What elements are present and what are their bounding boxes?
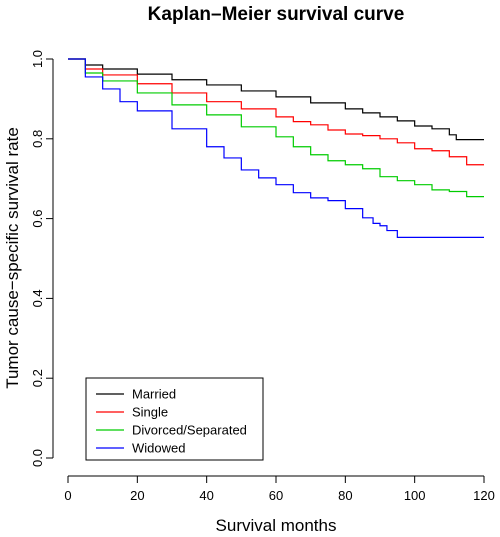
x-axis-label: Survival months — [216, 516, 337, 535]
y-axis-ticks: 0.0 0.2 0.4 0.6 0.8 1.0 — [30, 50, 53, 467]
y-tick-label: 0.8 — [30, 130, 45, 148]
x-tick-label: 0 — [64, 488, 71, 503]
series-line-divorced-separated — [68, 58, 484, 198]
y-tick-label: 0.2 — [30, 369, 45, 387]
x-tick-label: 60 — [269, 488, 283, 503]
legend-label-divorced-separated: Divorced/Separated — [132, 423, 247, 438]
y-tick-label: 0.6 — [30, 210, 45, 228]
legend-box — [85, 377, 264, 461]
y-tick-label: 1.0 — [30, 50, 45, 68]
legend-label-married: Married — [132, 387, 176, 402]
series-layer — [68, 58, 484, 238]
legend-label-single: Single — [132, 405, 168, 420]
y-tick-label: 0.0 — [30, 449, 45, 467]
x-tick-label: 20 — [130, 488, 144, 503]
x-tick-label: 120 — [473, 488, 495, 503]
legend-label-widowed: Widowed — [132, 441, 185, 456]
x-tick-label: 80 — [338, 488, 352, 503]
y-tick-label: 0.4 — [30, 289, 45, 307]
series-line-widowed — [68, 58, 484, 238]
series-line-married — [68, 58, 484, 141]
x-tick-label: 100 — [404, 488, 426, 503]
y-axis-label: Tumor cause−specific survival rate — [3, 127, 22, 389]
x-axis-ticks: 0 20 40 60 80 100 120 — [64, 476, 495, 503]
x-tick-label: 40 — [199, 488, 213, 503]
legend: Married Single Divorced/Separated Widowed — [85, 377, 264, 461]
chart-title: Kaplan–Meier survival curve — [148, 4, 405, 25]
series-line-single — [68, 58, 484, 166]
